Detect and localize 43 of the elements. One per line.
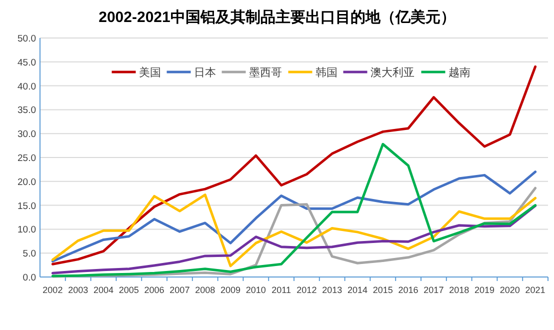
- x-tick-label: 2017: [424, 285, 444, 295]
- legend-label: 越南: [448, 66, 470, 79]
- x-tick-label: 2008: [195, 285, 216, 295]
- x-tick-label: 2007: [170, 285, 190, 295]
- x-tick-label: 2021: [525, 285, 546, 295]
- y-tick-label: 0.0: [22, 272, 36, 284]
- y-tick-label: 10.0: [18, 224, 36, 236]
- y-tick-label: 25.0: [18, 153, 36, 164]
- x-tick-label: 2018: [449, 285, 470, 295]
- x-tick-label: 2004: [93, 285, 114, 295]
- line-series: [51, 194, 537, 268]
- x-tick-label: 2010: [246, 285, 266, 295]
- line-series: [51, 170, 537, 262]
- y-tick-label: 35.0: [18, 105, 36, 116]
- x-tick-label: 2016: [398, 285, 418, 295]
- y-tick-label: 20.0: [18, 176, 36, 188]
- x-tick-label: 2011: [272, 285, 291, 295]
- x-tick-label: 2015: [372, 285, 393, 295]
- x-tick-label: 2003: [68, 285, 88, 295]
- line-series: [51, 204, 537, 274]
- x-tick-label: 2005: [118, 285, 139, 295]
- y-tick-label: 40.0: [18, 81, 36, 92]
- y-tick-label: 15.0: [18, 200, 36, 212]
- y-tick-label: 45.0: [18, 57, 36, 68]
- line-series: [51, 65, 537, 266]
- x-tick-label: 2020: [500, 285, 520, 295]
- legend-label: 日本: [194, 66, 216, 79]
- x-tick-label: 2012: [296, 285, 317, 295]
- legend-label: 澳大利亚: [370, 66, 414, 79]
- line-series: [51, 142, 537, 278]
- x-tick-label: 2013: [322, 285, 342, 295]
- x-tick-label: 2009: [220, 285, 241, 295]
- x-tick-label: 2014: [347, 285, 368, 295]
- x-tick-label: 2019: [474, 285, 495, 295]
- y-tick-label: 30.0: [18, 129, 36, 140]
- x-tick-label: 2006: [144, 285, 164, 295]
- legend-label: 美国: [138, 66, 161, 79]
- chart-title: 2002-2021中国铝及其制品主要出口目的地（亿美元）: [98, 8, 456, 26]
- y-tick-label: 50.0: [18, 34, 36, 44]
- x-tick-label: 2002: [42, 285, 63, 295]
- legend-label: 韩国: [315, 66, 338, 79]
- legend-label: 墨西哥: [248, 67, 282, 79]
- y-tick-label: 5.0: [22, 248, 36, 260]
